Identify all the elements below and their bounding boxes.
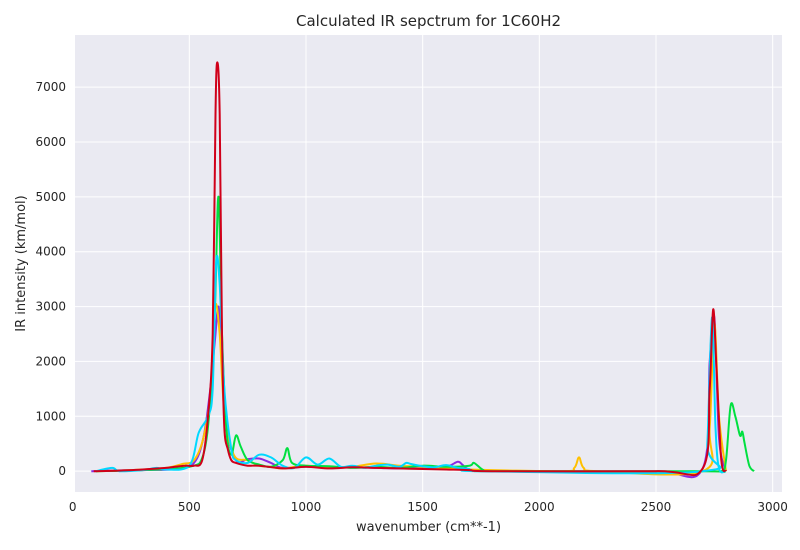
y-tick-label: 3000	[35, 300, 66, 314]
tick-labels: 0 500 1000 1500 2000 2500 3000 0 1000 2000 3000 400…	[35, 80, 787, 514]
spectrum-line-5	[93, 61, 727, 477]
chart-title: Calculated IR sepctrum for 1C60H2	[296, 12, 561, 30]
spectrum-line-3	[95, 195, 755, 473]
plot-background	[75, 35, 782, 492]
grid-lines	[72, 35, 782, 492]
spectrum-series	[91, 61, 755, 479]
x-tick-label: 2000	[524, 500, 555, 514]
y-axis-label: IR intensity (km/mol)	[14, 195, 29, 331]
y-tick-label: 7000	[35, 80, 66, 94]
y-tick-label: 5000	[35, 190, 66, 204]
y-tick-label: 0	[58, 464, 66, 478]
x-tick-label: 2500	[641, 500, 672, 514]
x-tick-label: 1500	[407, 500, 438, 514]
x-tick-label: 3000	[757, 500, 788, 514]
x-tick-label: 0	[69, 500, 77, 514]
y-tick-label: 6000	[35, 135, 66, 149]
y-tick-label: 1000	[35, 409, 66, 423]
x-tick-label: 1000	[291, 500, 322, 514]
x-axis-label: wavenumber (cm**-1)	[356, 520, 501, 535]
x-tick-label: 500	[178, 500, 201, 514]
y-tick-label: 2000	[35, 354, 66, 368]
y-tick-label: 4000	[35, 245, 66, 259]
